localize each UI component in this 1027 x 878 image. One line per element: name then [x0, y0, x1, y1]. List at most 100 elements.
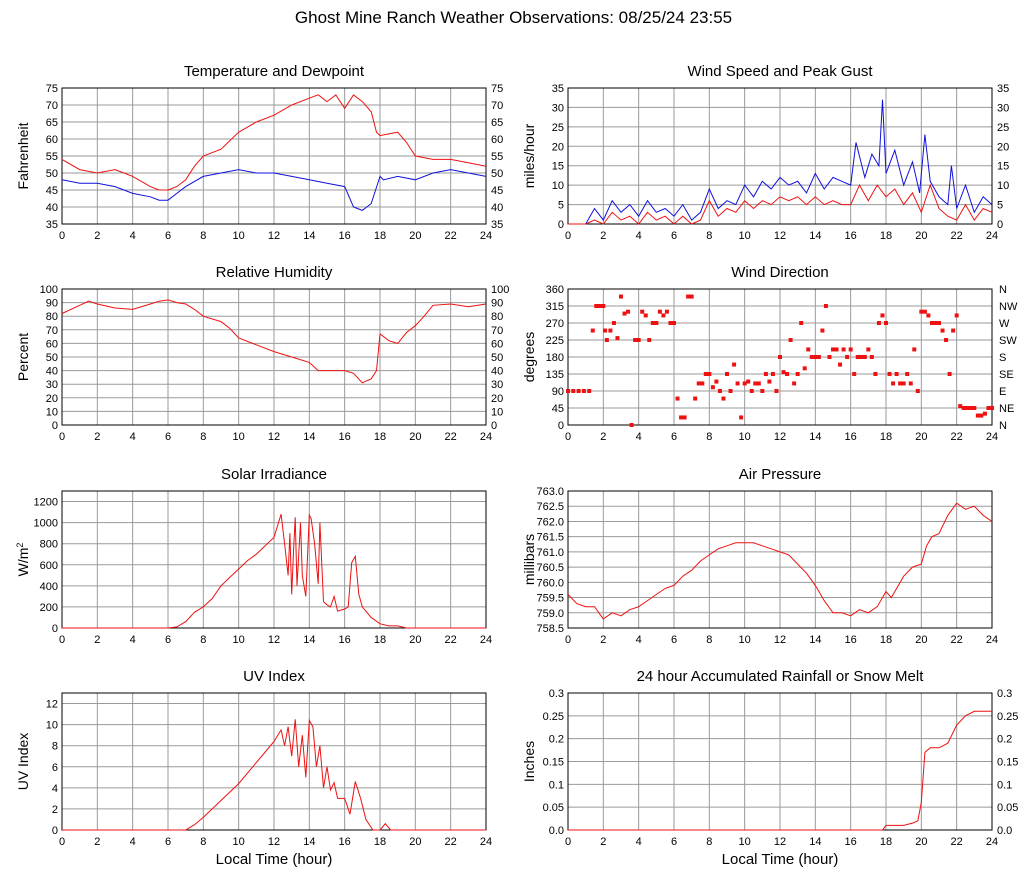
chart-0-xtick-label: 2 [94, 230, 100, 242]
chart-7-xtick-label: 20 [915, 836, 927, 848]
chart-1-title: Wind Speed and Peak Gust [687, 63, 873, 80]
chart-3-point [937, 321, 941, 325]
chart-3-point [816, 355, 821, 359]
chart-0-ytick-label: 55 [46, 151, 58, 163]
chart-5-xtick-label: 16 [845, 634, 857, 646]
chart-3-point [954, 313, 959, 318]
chart-1-ytick-label-right: 25 [997, 122, 1009, 134]
chart-3-ytick-label: 315 [546, 301, 564, 313]
chart-4-xtick-label: 16 [339, 634, 351, 646]
chart-6-xtick-label: 20 [409, 836, 421, 848]
chart-3-compass-label: E [999, 386, 1006, 398]
chart-3-point [640, 309, 645, 314]
chart-5-xtick-label: 14 [809, 634, 821, 646]
chart-3-point [968, 406, 973, 410]
chart-2-ytick-label: 70 [46, 325, 58, 337]
chart-0-ytick-label-right: 65 [491, 117, 503, 129]
chart-6-ytick-label: 12 [46, 699, 58, 711]
chart-0-ytick-label-right: 60 [491, 134, 503, 146]
chart-3-point [873, 372, 878, 376]
chart-3-point [880, 313, 885, 318]
chart-1-series-red-line [568, 183, 993, 225]
chart-7-ytick-label-right: 0.15 [997, 757, 1018, 769]
chart-7-xlabel: Local Time (hour) [722, 851, 839, 868]
chart-6-xtick-label: 0 [59, 836, 65, 848]
chart-0-xtick-label: 8 [200, 230, 206, 242]
chart-3-point [891, 381, 896, 386]
chart-1-ytick-label: 0 [558, 219, 564, 231]
chart-3-point [958, 404, 963, 409]
chart-3-point [965, 406, 970, 410]
chart-3-frame [567, 288, 993, 426]
chart-7-xtick-label: 2 [600, 836, 606, 848]
chart-4-xtick-label: 18 [374, 634, 386, 646]
chart-2-ytick-label: 30 [46, 379, 58, 391]
chart-3-ytick-label: 360 [546, 284, 564, 296]
chart-3-point [972, 406, 977, 410]
chart-0-ytick-label-right: 55 [491, 151, 503, 163]
chart-2-frame [61, 288, 487, 426]
chart-6-xtick-label: 24 [480, 836, 492, 848]
chart-3-point [576, 389, 581, 393]
chart-1-ytick-label: 15 [552, 161, 564, 173]
chart-5-ytick-label: 761.5 [536, 532, 564, 544]
chart-3-point [788, 338, 793, 342]
chart-3-point [848, 347, 853, 352]
chart-3-point [809, 355, 814, 359]
chart-6-ylabel: UV Index [15, 733, 31, 791]
chart-3-point [862, 355, 867, 359]
chart-5-series-red-line [567, 502, 993, 620]
chart-4-ytick-label: 600 [40, 560, 58, 572]
chart-3-point [990, 406, 994, 410]
chart-4-xtick-label: 0 [59, 634, 65, 646]
chart-3-point [770, 372, 775, 376]
chart-3-point [831, 347, 835, 352]
chart-2-ytick-label-right: 50 [491, 352, 503, 364]
chart-0-xtick-label: 10 [233, 230, 245, 242]
chart-1-xtick-label: 6 [671, 230, 677, 242]
chart-2-ytick-label-right: 100 [491, 284, 509, 296]
chart-3-compass-label: N [999, 420, 1007, 432]
chart-7-title: 24 hour Accumulated Rainfall or Snow Mel… [637, 668, 925, 685]
chart-6-frame [61, 692, 487, 831]
chart-3-ytick-label: 0 [558, 420, 564, 432]
chart-3-point [986, 406, 991, 410]
chart-3-ylabel: degrees [521, 332, 537, 383]
chart-5-ytick-label: 760.5 [536, 562, 564, 574]
chart-5-xtick-label: 8 [706, 634, 712, 646]
chart-3-point [714, 379, 719, 384]
chart-7-ytick-label: 0.05 [543, 802, 564, 814]
chart-1-ytick-label: 35 [552, 83, 564, 95]
chart-2-ytick-label-right: 70 [491, 325, 503, 337]
chart-3-point [693, 396, 698, 401]
chart-0-ytick-label: 70 [46, 100, 58, 112]
chart-3-point [682, 415, 687, 420]
chart-2-xtick-label: 22 [445, 431, 457, 443]
chart-3-point [979, 413, 984, 418]
chart-7-ytick-label-right: 0.25 [997, 711, 1018, 723]
chart-6-xtick-label: 8 [200, 836, 206, 848]
chart-3-title: Wind Direction [731, 264, 829, 281]
chart-4-xtick-label: 14 [303, 634, 315, 646]
chart-5-xtick-label: 22 [951, 634, 963, 646]
chart-3-ytick-label: 180 [546, 352, 564, 364]
chart-3-point [760, 389, 765, 393]
chart-1-series-blue-line [568, 99, 993, 225]
chart-0-series-blue-line [61, 169, 487, 211]
chart-5-xtick-label: 4 [636, 634, 642, 646]
chart-3-point [855, 355, 860, 359]
chart-3-point [767, 379, 772, 384]
chart-1-xtick-label: 4 [636, 230, 642, 242]
chart-3-point [668, 321, 673, 325]
chart-0-series-red-line [61, 94, 487, 191]
chart-3-point [696, 381, 701, 386]
chart-7-ytick-label: 0.3 [549, 688, 564, 700]
chart-7-xtick-label: 8 [706, 836, 712, 848]
chart-3-xtick-label: 2 [600, 431, 606, 443]
chart-0-ytick-label-right: 45 [491, 185, 503, 197]
chart-3-point [785, 372, 790, 376]
chart-1-ytick-label-right: 35 [997, 83, 1009, 95]
chart-2-xtick-label: 6 [165, 431, 171, 443]
chart-7-xtick-label: 0 [565, 836, 571, 848]
chart-3-point [820, 328, 825, 333]
